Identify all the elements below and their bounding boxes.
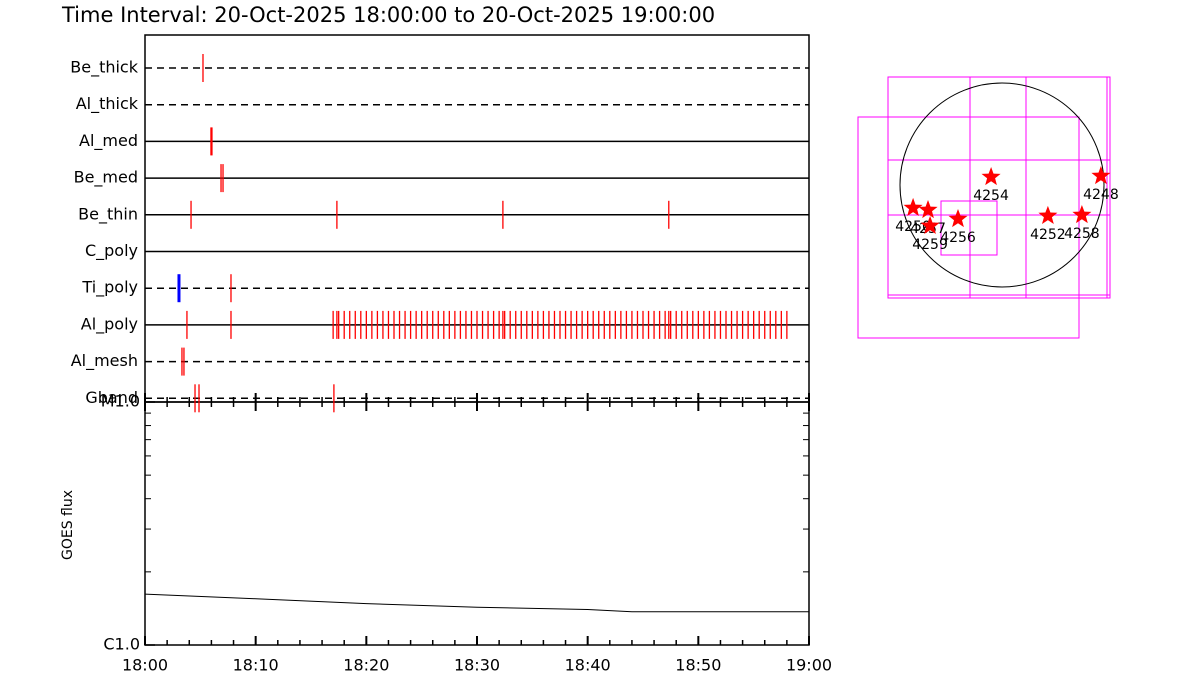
- row-label: Ti_poly: [81, 278, 138, 298]
- y-axis-label: GOES flux: [60, 490, 76, 560]
- fov-boxes: [857, 76, 1111, 339]
- active-region-star: [920, 215, 940, 234]
- row-label: Al_mesh: [71, 351, 138, 371]
- row-label: Al_med: [79, 131, 138, 151]
- active-region-label: 4248: [1083, 187, 1119, 203]
- x-tick-label: 18:20: [343, 656, 389, 675]
- active-region-label: 4258: [1064, 226, 1100, 242]
- row-label: Al_thick: [76, 94, 139, 114]
- y-tick-label: C1.0: [103, 635, 140, 654]
- active-region-label: 4259: [912, 237, 948, 253]
- x-tick-label: 18:00: [122, 656, 168, 675]
- x-tick-label: 18:50: [675, 656, 721, 675]
- active-region-star: [1072, 205, 1092, 224]
- active-region-label: 4254: [973, 188, 1009, 204]
- goes-line: [144, 593, 809, 613]
- solar-limb: [899, 82, 1105, 288]
- row-label: Be_med: [74, 168, 138, 188]
- x-tick-label: 18:10: [233, 656, 279, 675]
- active-region-label: 4256: [940, 230, 976, 246]
- active-region-star: [1038, 205, 1058, 224]
- fov-box: [940, 200, 998, 256]
- active-region-star: [981, 167, 1001, 186]
- x-tick-label: 18:30: [454, 656, 500, 675]
- row-label: Be_thick: [70, 58, 138, 78]
- x-tick-label: 19:00: [786, 656, 832, 675]
- row-label: Be_thin: [78, 204, 138, 224]
- goes-frame: [144, 401, 810, 646]
- row-label: Gband: [85, 388, 138, 407]
- active-region-star: [903, 197, 923, 216]
- x-tick-label: 18:40: [565, 656, 611, 675]
- active-region-star: [1091, 166, 1111, 185]
- row-label: C_poly: [85, 241, 138, 261]
- active-region-star: [918, 200, 938, 219]
- timeline-frame: [144, 34, 810, 403]
- y-tick-label: M1.0: [101, 392, 140, 411]
- fov-box: [887, 76, 1111, 299]
- chart-title: Time Interval: 20-Oct-2025 18:00:00 to 2…: [61, 3, 715, 27]
- fov-box: [857, 116, 1080, 339]
- active-region-label: 4252: [1030, 227, 1066, 243]
- active-region-star: [948, 209, 968, 228]
- row-label: Al_poly: [81, 314, 138, 334]
